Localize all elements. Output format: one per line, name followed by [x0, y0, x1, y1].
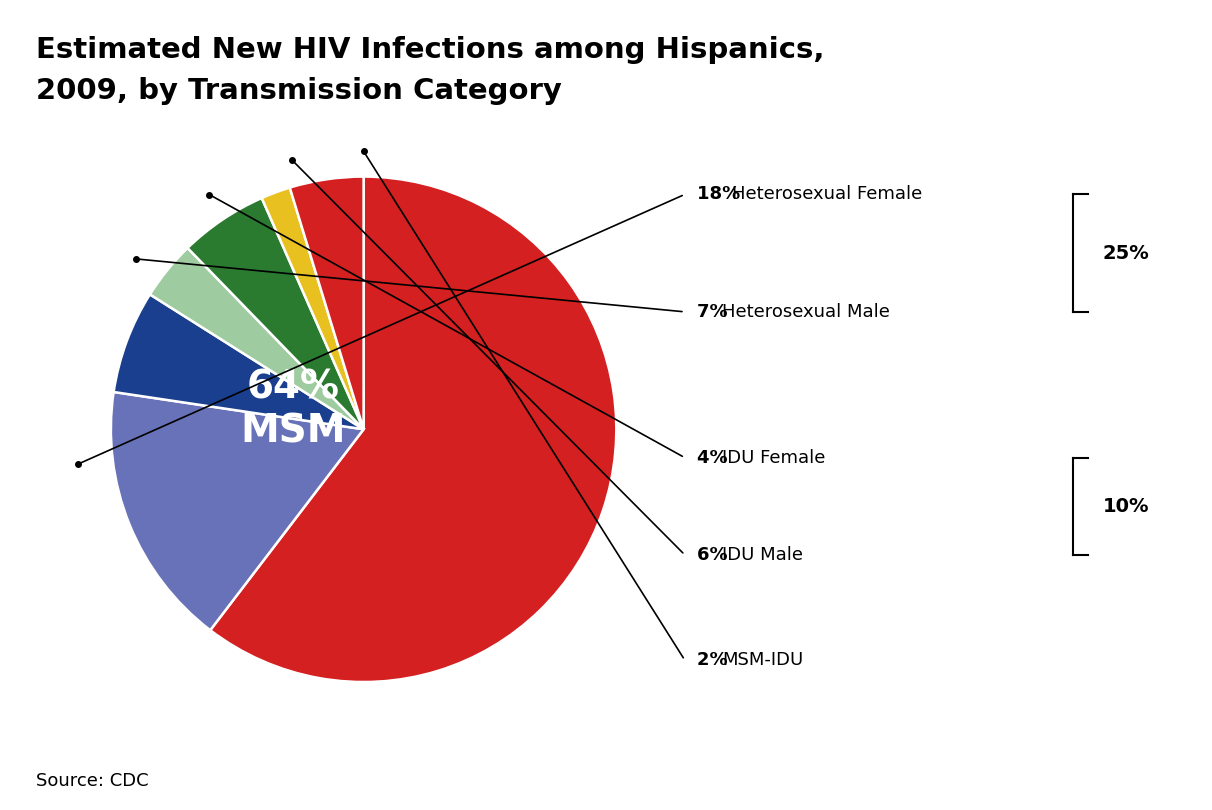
Text: 64%
MSM: 64% MSM — [240, 368, 345, 450]
Text: Source: CDC: Source: CDC — [36, 772, 149, 790]
Text: 18%: 18% — [697, 185, 747, 203]
Text: 6%: 6% — [697, 546, 733, 564]
Text: IDU Male: IDU Male — [722, 546, 804, 564]
Text: 25%: 25% — [1103, 244, 1150, 262]
Text: Heterosexual Male: Heterosexual Male — [722, 303, 891, 321]
Text: Heterosexual Female: Heterosexual Female — [732, 185, 922, 203]
Text: 10%: 10% — [1103, 497, 1149, 516]
Text: MSM-IDU: MSM-IDU — [722, 651, 804, 669]
Text: 2%: 2% — [697, 651, 733, 669]
Text: 2009, by Transmission Category: 2009, by Transmission Category — [36, 77, 562, 105]
Text: Estimated New HIV Infections among Hispanics,: Estimated New HIV Infections among Hispa… — [36, 36, 825, 65]
Text: 4%: 4% — [697, 449, 733, 467]
Text: 7%: 7% — [697, 303, 733, 321]
Wedge shape — [150, 248, 364, 429]
Wedge shape — [188, 198, 364, 429]
Wedge shape — [262, 188, 364, 429]
Wedge shape — [290, 177, 364, 429]
Text: IDU Female: IDU Female — [722, 449, 825, 467]
Wedge shape — [210, 177, 617, 682]
Wedge shape — [114, 294, 364, 429]
Wedge shape — [110, 392, 364, 630]
